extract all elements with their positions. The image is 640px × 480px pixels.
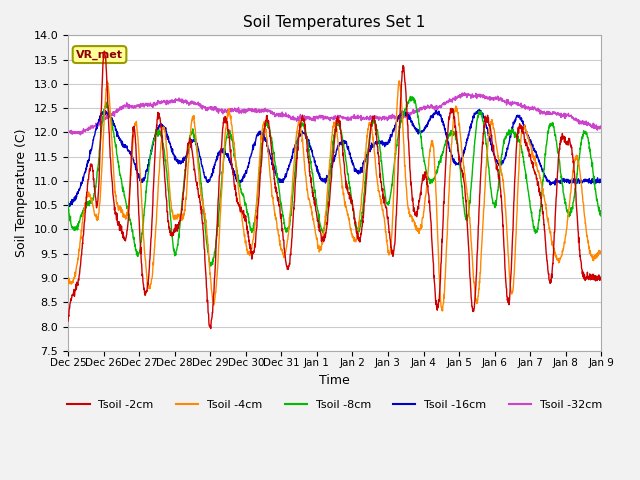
Y-axis label: Soil Temperature (C): Soil Temperature (C) [15,129,28,257]
X-axis label: Time: Time [319,374,350,387]
Text: VR_met: VR_met [76,49,123,60]
Title: Soil Temperatures Set 1: Soil Temperatures Set 1 [243,15,426,30]
Legend: Tsoil -2cm, Tsoil -4cm, Tsoil -8cm, Tsoil -16cm, Tsoil -32cm: Tsoil -2cm, Tsoil -4cm, Tsoil -8cm, Tsoi… [63,396,606,415]
